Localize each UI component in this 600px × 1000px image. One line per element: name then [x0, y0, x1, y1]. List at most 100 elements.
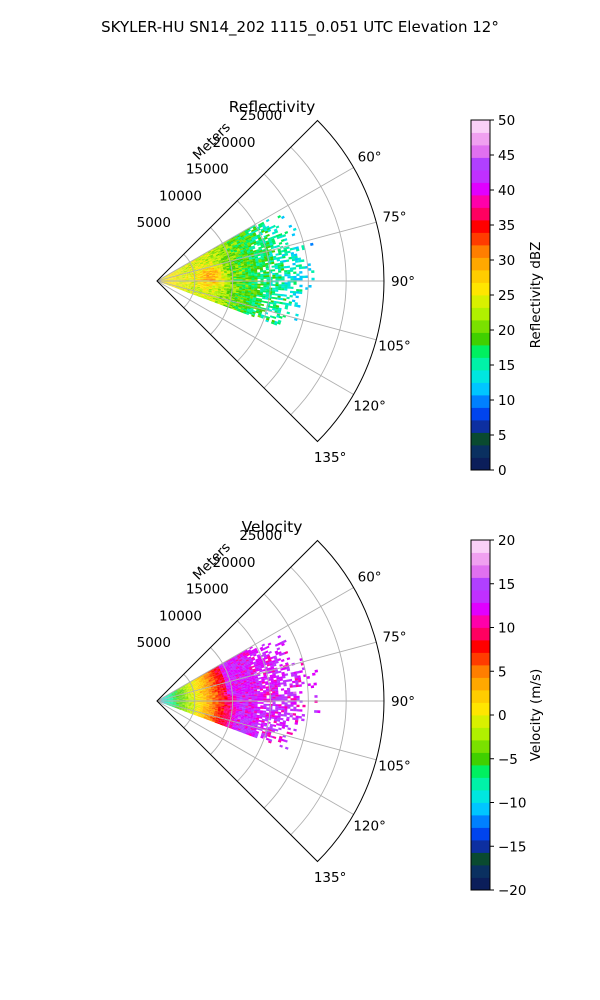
data-cell: [223, 242, 228, 245]
data-cell: [203, 281, 207, 283]
data-cell: [281, 282, 285, 285]
data-cell: [176, 284, 180, 286]
data-cell: [254, 665, 259, 669]
data-cell: [224, 275, 228, 277]
data-cell: [209, 702, 213, 704]
data-cell: [281, 215, 285, 220]
data-cell: [216, 674, 220, 677]
data-cell: [221, 693, 225, 695]
data-cell: [237, 309, 241, 312]
data-cell: [241, 292, 245, 295]
data-cell: [205, 710, 209, 713]
data-cell: [208, 291, 212, 293]
data-cell: [211, 291, 215, 293]
data-cell: [271, 713, 275, 716]
data-cell: [223, 710, 227, 712]
data-cell: [263, 271, 267, 274]
data-cell: [224, 679, 228, 681]
data-cell: [207, 713, 212, 715]
data-cell: [217, 289, 222, 291]
data-cell: [258, 260, 262, 263]
data-cell: [221, 697, 225, 699]
data-cell: [188, 278, 192, 280]
data-cell: [247, 714, 251, 717]
data-cell: [206, 282, 210, 284]
data-cell: [237, 298, 241, 301]
data-cell: [176, 698, 180, 699]
data-cell: [184, 289, 188, 291]
colorbar-segment: [471, 777, 490, 791]
data-cell: [179, 702, 183, 704]
data-cell: [209, 276, 213, 278]
data-cell: [181, 272, 185, 274]
data-cell: [251, 707, 255, 710]
data-cell: [218, 251, 222, 254]
data-cell: [275, 278, 279, 281]
data-cell: [166, 275, 170, 277]
data-cell: [223, 662, 228, 665]
azimuth-spoke-60: [156, 587, 354, 702]
data-cell: [254, 274, 258, 276]
data-cell: [205, 688, 209, 690]
data-cell: [250, 713, 254, 716]
data-cell: [176, 699, 180, 700]
data-cell: [259, 669, 263, 673]
data-cell: [173, 702, 177, 704]
data-cell: [238, 673, 242, 676]
data-cell: [197, 284, 201, 285]
data-cell: [200, 278, 204, 280]
data-cell: [185, 278, 189, 280]
data-cell: [203, 297, 207, 300]
data-cell: [245, 276, 249, 278]
data-cell: [209, 697, 213, 699]
data-cell: [172, 274, 176, 277]
data-cell: [200, 706, 204, 708]
data-cell: [180, 688, 184, 691]
data-cell: [206, 284, 210, 286]
data-cell: [226, 690, 230, 692]
data-cell: [231, 657, 236, 661]
data-cell: [220, 291, 224, 294]
data-cell: [210, 264, 214, 267]
data-cell: [276, 236, 281, 240]
data-cell: [182, 704, 186, 706]
data-cell: [231, 251, 235, 254]
data-cell: [178, 288, 182, 290]
data-cell: [205, 271, 209, 273]
data-cell: [200, 695, 204, 697]
data-cell: [241, 253, 245, 256]
data-cell: [202, 679, 206, 682]
data-cell: [166, 695, 170, 698]
data-cell: [218, 680, 222, 683]
data-cell: [176, 695, 180, 697]
data-cell: [220, 303, 224, 306]
data-cell: [245, 704, 249, 707]
data-cell: [272, 724, 277, 727]
data-cell: [256, 685, 260, 688]
data-cell: [204, 677, 208, 680]
data-cell: [269, 698, 273, 701]
data-cell: [197, 264, 201, 267]
data-cell: [213, 297, 217, 299]
data-cell: [245, 258, 250, 261]
data-cell: [290, 276, 294, 279]
data-cell: [200, 295, 205, 298]
data-cell: [196, 272, 200, 274]
data-cell: [188, 275, 192, 277]
data-cell: [245, 693, 249, 695]
data-cell: [193, 261, 197, 263]
data-cell: [284, 706, 288, 709]
data-cell: [292, 267, 297, 270]
data-cell: [185, 687, 189, 689]
data-cell: [170, 699, 174, 701]
data-cell: [250, 268, 254, 271]
data-cell: [202, 710, 206, 713]
data-cell: [191, 705, 195, 707]
data-cell: [204, 267, 209, 270]
data-cell: [301, 718, 305, 722]
data-cell: [191, 696, 195, 698]
data-cell: [241, 713, 245, 716]
data-cell: [170, 278, 174, 279]
data-cell: [229, 303, 234, 306]
data-cell: [234, 727, 239, 730]
